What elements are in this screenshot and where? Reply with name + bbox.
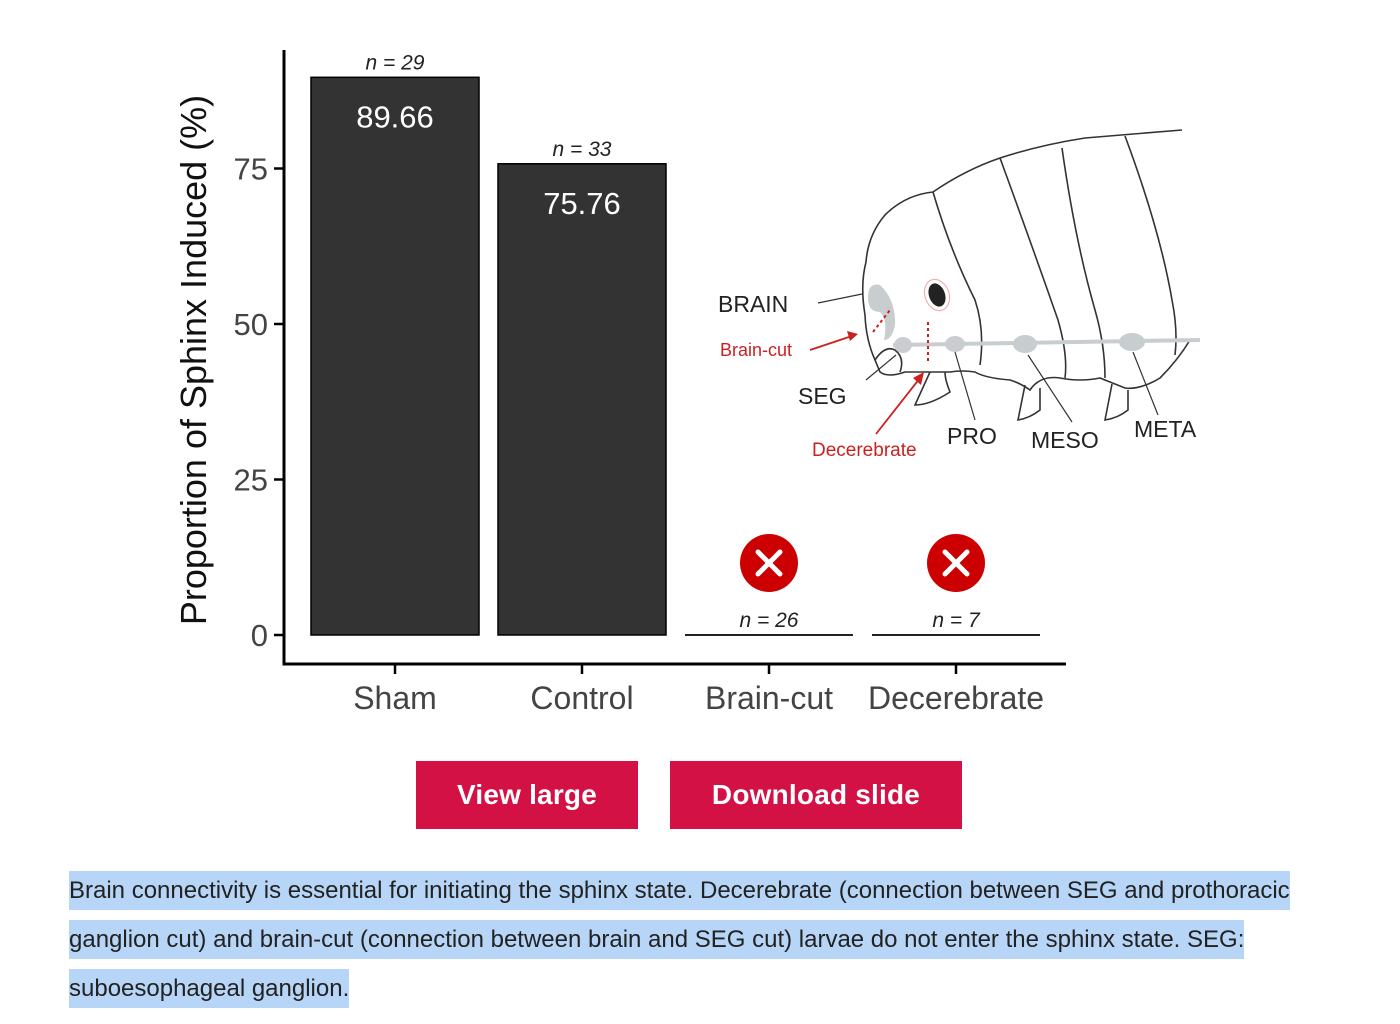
seg-leader — [865, 354, 897, 381]
x-tick-label: Decerebrate — [868, 680, 1044, 716]
x-tick-label: Control — [530, 680, 633, 716]
n-label: n = 7 — [932, 609, 981, 632]
leg-pro — [913, 371, 951, 406]
bar — [497, 163, 667, 636]
leg-meso — [1016, 384, 1041, 421]
segment-line — [999, 157, 1067, 379]
y-tick-label: 75 — [234, 152, 268, 187]
diagram-label-meta: META — [1134, 416, 1197, 442]
ganglion-pro — [945, 336, 965, 352]
download-slide-button[interactable]: Download slide — [670, 761, 962, 829]
leg-meta — [1103, 383, 1129, 421]
meso-leader — [1027, 354, 1073, 423]
y-tick-label: 0 — [251, 618, 268, 653]
bar — [310, 76, 480, 636]
y-axis-label: Proportion of Sphinx Induced (%) — [173, 95, 214, 625]
bar-value-label: 89.66 — [356, 99, 434, 134]
ganglion-seg — [894, 337, 912, 353]
ganglion-meta — [1119, 333, 1145, 351]
meta-leader — [1132, 351, 1159, 416]
brain-cut-arrow — [809, 335, 853, 351]
caption-text: Brain connectivity is essential for init… — [69, 871, 1290, 1008]
pro-leader — [954, 351, 976, 421]
brain-cut-arrowhead — [847, 331, 858, 341]
view-large-button[interactable]: View large — [416, 761, 638, 829]
x-marker-stroke — [755, 549, 783, 577]
decerebrate-arrowhead — [913, 372, 924, 385]
x-marker-stroke — [942, 549, 970, 577]
bar-chart: 0 25 50 75 89.66 n = 29 Sham 75.76 n = 33 Control… — [173, 50, 1201, 716]
ganglion-meso — [1013, 335, 1037, 353]
diagram-label-brain-cut: Brain-cut — [720, 340, 792, 360]
eye-ring — [923, 278, 951, 312]
bar-value-label: 75.76 — [543, 186, 621, 221]
diagram-label-decerebrate: Decerebrate — [812, 440, 917, 461]
larva-diagram — [809, 129, 1201, 435]
n-label: n = 33 — [553, 138, 612, 161]
diagram-label-pro: PRO — [947, 423, 997, 449]
figure: 0 25 50 75 89.66 n = 29 Sham 75.76 n = 33 Control… — [173, 50, 1201, 716]
larva-mouth — [874, 347, 903, 373]
segment-line — [1124, 135, 1177, 356]
larva-body-outline — [861, 129, 1191, 392]
y-tick-label: 25 — [234, 463, 268, 498]
diagram-label-brain: BRAIN — [718, 291, 788, 317]
brain-leader — [817, 293, 863, 304]
y-tick-label: 50 — [234, 307, 268, 342]
nerve-cord — [892, 338, 1201, 347]
n-label: n = 26 — [740, 609, 799, 632]
brain-cut-line — [872, 309, 891, 333]
decerebrate-arrow — [875, 377, 921, 435]
n-label: n = 29 — [366, 51, 425, 74]
segment-line — [1061, 147, 1106, 379]
diagram-label-seg: SEG — [798, 383, 847, 409]
x-tick-label: Sham — [353, 680, 437, 716]
eye — [928, 283, 946, 307]
x-tick-label: Brain-cut — [705, 680, 833, 716]
diagram-label-meso: MESO — [1031, 427, 1099, 453]
brain — [868, 284, 896, 340]
figure-caption: Brain connectivity is essential for init… — [69, 866, 1309, 1013]
